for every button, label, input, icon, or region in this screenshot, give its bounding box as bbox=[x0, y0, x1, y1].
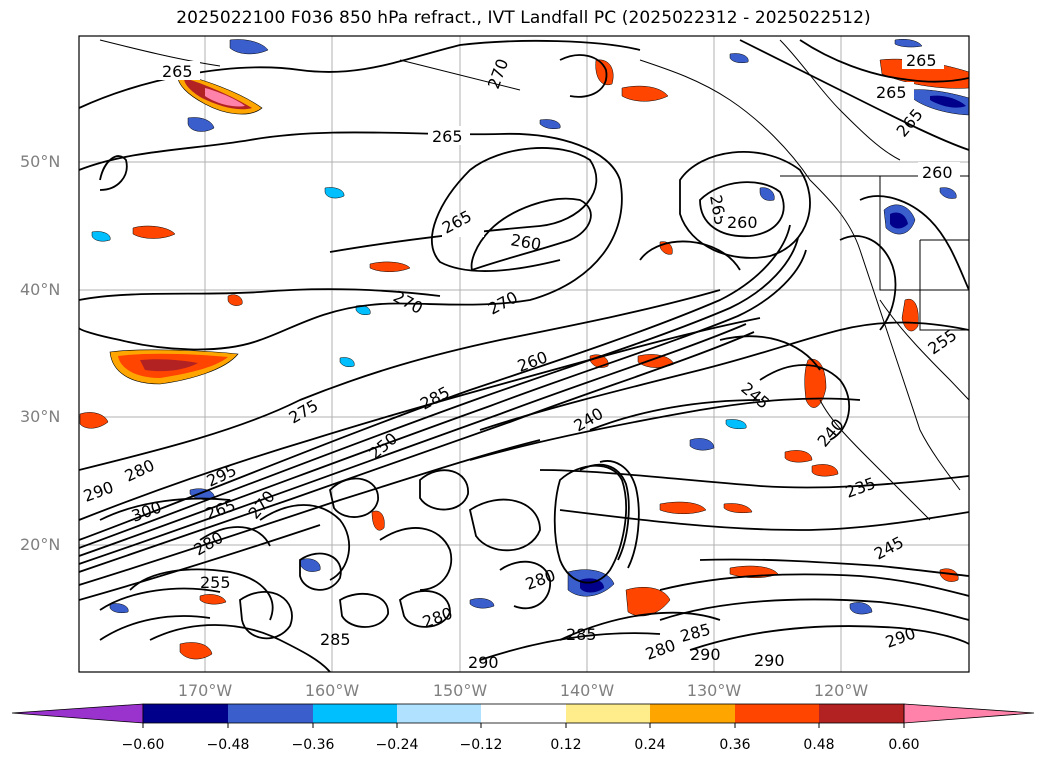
lat-label: 40°N bbox=[20, 280, 61, 299]
contour-label: 290 bbox=[468, 653, 499, 672]
contour-label: 255 bbox=[200, 573, 231, 592]
chart-title: 2025022100 F036 850 hPa refract., IVT La… bbox=[176, 8, 871, 28]
lat-label: 20°N bbox=[20, 535, 61, 554]
colorbar-segment bbox=[397, 704, 481, 723]
contour-label: 265 bbox=[162, 62, 193, 81]
colorbar-tick-label: 0.48 bbox=[803, 737, 835, 753]
lon-label: 130°W bbox=[686, 681, 742, 700]
contour-label: 285 bbox=[320, 630, 351, 649]
colorbar-segment bbox=[481, 704, 566, 723]
colorbar-tick-label: −0.36 bbox=[291, 737, 335, 753]
contour-label: 285 bbox=[566, 625, 597, 644]
colorbar-extend-low bbox=[11, 703, 144, 724]
colorbar-segment bbox=[143, 704, 228, 723]
colorbar-segment bbox=[819, 704, 904, 723]
contour-label: 290 bbox=[690, 645, 721, 664]
lon-label: 170°W bbox=[177, 681, 233, 700]
colorbar-segment bbox=[650, 704, 735, 723]
colorbar-tick-label: 0.36 bbox=[719, 737, 751, 753]
colorbar-tick-label: 0.12 bbox=[550, 737, 582, 753]
colorbar-extend-high bbox=[903, 703, 1035, 724]
contour-label: 260 bbox=[727, 213, 758, 232]
contour-label: 265 bbox=[906, 51, 937, 70]
lon-label: 150°W bbox=[432, 681, 488, 700]
colorbar-tick-label: −0.12 bbox=[459, 737, 503, 753]
lon-label: 140°W bbox=[559, 681, 615, 700]
colorbar-segment bbox=[228, 704, 313, 723]
filled-anomalies bbox=[79, 39, 969, 660]
graticule bbox=[79, 36, 969, 672]
coastlines bbox=[99, 39, 969, 521]
colorbar-tick-label: −0.24 bbox=[375, 737, 419, 753]
lon-label: 160°W bbox=[304, 681, 360, 700]
colorbar-segment bbox=[566, 704, 650, 723]
contour-label: 265 bbox=[432, 127, 463, 146]
contour-label: 260 bbox=[922, 163, 953, 182]
contours bbox=[79, 39, 969, 672]
lat-label: 30°N bbox=[20, 407, 61, 426]
colorbar-segment bbox=[313, 704, 397, 723]
colorbar-tick-label: −0.60 bbox=[121, 737, 165, 753]
lon-label: 120°W bbox=[813, 681, 869, 700]
colorbar bbox=[11, 703, 1035, 728]
colorbar-tick-label: 0.60 bbox=[888, 737, 920, 753]
contour-label: 265 bbox=[876, 83, 907, 102]
colorbar-tick-label: 0.24 bbox=[634, 737, 666, 753]
plot-frame bbox=[78, 35, 970, 673]
colorbar-tick-label: −0.48 bbox=[206, 737, 250, 753]
colorbar-segment bbox=[735, 704, 819, 723]
lat-label: 50°N bbox=[20, 152, 61, 171]
contour-label: 290 bbox=[754, 651, 785, 670]
